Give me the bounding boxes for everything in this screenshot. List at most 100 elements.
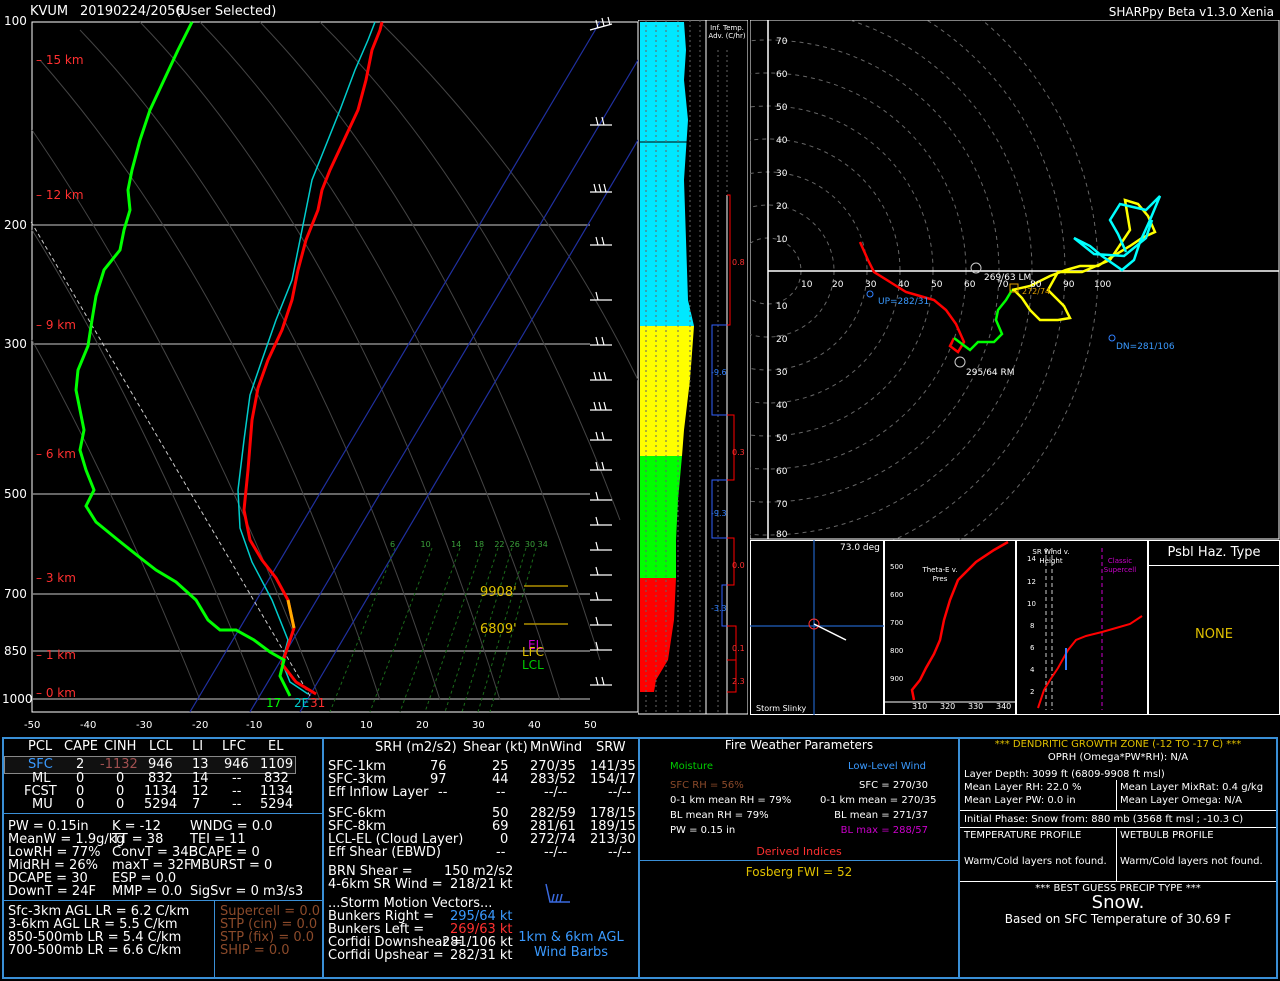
wb-profile-value: Warm/Cold layers not found. <box>1120 856 1263 867</box>
temp-tick: 50 <box>584 720 597 731</box>
kin-cell: -- <box>438 785 448 800</box>
adv-value: -9.3 <box>711 509 727 518</box>
parcel-cell: 13 <box>192 757 209 772</box>
temp-tick: -20 <box>192 720 209 731</box>
composite-index: STP (cin) = 0.0 <box>220 917 318 932</box>
fire-wind-label: Low-Level Wind <box>848 761 927 772</box>
kin-cell: 44 <box>492 772 509 787</box>
thetae-ytick: 700 <box>890 619 904 627</box>
fire-right: BL mean = 271/37 <box>834 810 928 821</box>
kin-cell: 50 <box>492 806 509 821</box>
kin-cell: 69 <box>492 819 509 834</box>
hodo-ytick: 30 <box>776 368 788 378</box>
hodo-xtick: 60 <box>964 280 976 290</box>
index-item: MidRH = 26% <box>8 858 98 873</box>
adv-value: 0.8 <box>732 258 745 267</box>
temp-profile-value: Warm/Cold layers not found. <box>964 856 1107 867</box>
hodo-ytick: 60 <box>776 467 788 477</box>
hodo-lm-label: 269/63 LM <box>984 273 1032 283</box>
fosberg-fwi: Fosberg FWI = 52 <box>745 865 853 879</box>
parcel-name[interactable]: FCST <box>24 784 57 799</box>
sfc-temp-label: 31 <box>310 696 326 710</box>
col-header: EL <box>268 739 284 754</box>
kin-header: Shear (kt) <box>463 740 528 755</box>
hodo-rm-label: 295/64 RM <box>966 368 1015 378</box>
hodograph[interactable] <box>750 20 1280 540</box>
skewt-diagram[interactable] <box>0 0 640 735</box>
thetae-xtick: 330 <box>968 702 984 711</box>
divider <box>1116 780 1117 810</box>
col-header: LFC <box>222 739 246 754</box>
kin-cell: --/-- <box>544 845 568 860</box>
parcel-cell: 0 <box>116 784 125 799</box>
kin-row-label: SFC-8km <box>328 819 386 834</box>
parcel-name[interactable]: SFC <box>28 757 53 772</box>
dgz-pw: Mean Layer PW: 0.0 in <box>964 795 1076 806</box>
vector-label: Corfidi Downshear = <box>328 935 463 950</box>
thetae-ytick: 900 <box>890 675 904 683</box>
fire-panel <box>638 737 960 979</box>
kin-cell: --/-- <box>608 785 632 800</box>
kin-cell: 270/35 <box>530 759 576 774</box>
precip-type: Snow. <box>1091 892 1145 913</box>
parcel-name[interactable]: MU <box>32 797 53 812</box>
vector-value: 295/64 kt <box>450 909 513 924</box>
psbl-haz-value: NONE <box>1195 627 1233 642</box>
divider <box>960 810 1276 811</box>
precip-title: *** BEST GUESS PRECIP TYPE *** <box>1035 883 1201 894</box>
kin-cell: 154/17 <box>590 772 636 787</box>
dgz-depth: Layer Depth: 3099 ft (6809-9908 ft msl) <box>964 769 1165 780</box>
kin-cell: 97 <box>430 772 447 787</box>
vectors-title: ...Storm Motion Vectors... <box>328 896 493 911</box>
kin-cell: 76 <box>430 759 447 774</box>
vector-label: Corfidi Upshear = <box>328 948 444 963</box>
parcel-cell: -- <box>232 771 242 786</box>
hodo-ytick: 80 <box>776 530 788 540</box>
hodo-xtick: 70 <box>997 280 1009 290</box>
hodo-ytick: 10 <box>776 235 788 245</box>
thetae-xtick: 320 <box>940 702 956 711</box>
storm-slinky <box>750 540 884 715</box>
temp-tick: 0 <box>306 720 313 731</box>
psbl-haz-panel: Psbl Haz. Type NONE <box>1148 540 1280 715</box>
height-label-1km: – 1 km <box>36 648 76 662</box>
divider <box>4 900 322 901</box>
kin-row-label: LCL-EL (Cloud Layer) <box>328 832 464 847</box>
parcel-name[interactable]: ML <box>32 771 51 786</box>
divider <box>960 881 1276 882</box>
fire-right: 0-1 km mean = 270/35 <box>820 795 937 806</box>
parcel-row-selected[interactable] <box>4 756 296 774</box>
thetae-title: Theta-E v. Pres <box>922 566 958 583</box>
hodo-dn-label: DN=281/106 <box>1116 342 1175 352</box>
fire-left: SFC RH = 56% <box>670 780 744 791</box>
hodo-xtick: 10 <box>801 280 813 290</box>
lapse-rate: 850-500mb LR = 5.4 C/km <box>8 930 182 945</box>
vector-value: 281/106 kt <box>442 935 513 950</box>
srwind-ytick: 6 <box>1030 644 1035 652</box>
hodo-ytick: 70 <box>776 37 788 47</box>
col-header: CAPE <box>64 739 99 754</box>
parcel-cell: 1134 <box>260 784 294 799</box>
col-header: CINH <box>104 739 137 754</box>
thetae-xtick: 340 <box>996 702 1012 711</box>
srwind-ytick: 4 <box>1030 666 1035 674</box>
hodo-ytick: 10 <box>776 302 788 312</box>
fire-derived-title: Derived Indices <box>756 845 842 858</box>
col-header: PCL <box>28 739 53 754</box>
pressure-label-500: 500 <box>4 487 27 501</box>
vector-label: Bunkers Right = <box>328 909 434 924</box>
hodo-xtick: 40 <box>898 280 910 290</box>
parcel-cell: 0 <box>116 771 125 786</box>
srwind-ytick: 8 <box>1030 622 1035 630</box>
height-label-12km: – 12 km <box>36 188 84 202</box>
selection-label: (User Selected) <box>176 4 277 19</box>
brn-value: 150 m2/s2 <box>444 864 514 879</box>
kin-row-label: Eff Shear (EBWD) <box>328 845 441 860</box>
composite-index: Supercell = 0.0 <box>220 904 321 919</box>
wind-barb-icon <box>545 883 570 903</box>
barb-caption: 1km & 6km AGL Wind Barbs <box>518 930 624 960</box>
vector-value: 269/63 kt <box>450 922 513 937</box>
pressure-label-1000: 1000 <box>2 692 33 706</box>
psbl-haz-title: Psbl Haz. Type <box>1149 541 1279 566</box>
parcel-cell: 14 <box>192 771 209 786</box>
